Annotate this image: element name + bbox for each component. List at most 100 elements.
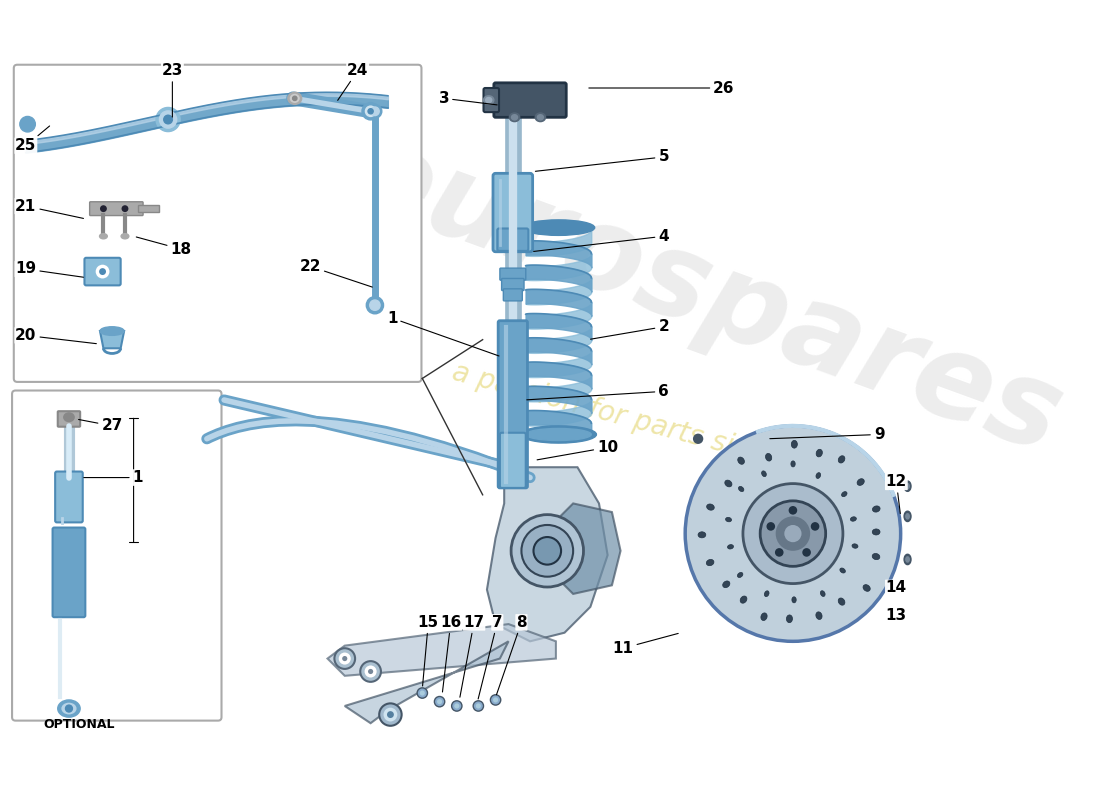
Ellipse shape (526, 429, 591, 441)
FancyBboxPatch shape (14, 65, 421, 382)
Ellipse shape (737, 573, 742, 578)
Ellipse shape (64, 413, 74, 422)
Text: 1: 1 (84, 470, 143, 485)
FancyBboxPatch shape (499, 268, 526, 280)
Circle shape (384, 708, 397, 722)
Ellipse shape (57, 700, 80, 717)
Ellipse shape (156, 107, 180, 131)
Text: 19: 19 (15, 262, 84, 278)
Ellipse shape (371, 107, 380, 115)
Ellipse shape (766, 454, 772, 461)
Ellipse shape (164, 115, 173, 124)
Circle shape (693, 434, 703, 444)
Ellipse shape (725, 480, 732, 487)
Text: a passion for parts since 1985: a passion for parts since 1985 (449, 358, 861, 494)
FancyBboxPatch shape (12, 390, 221, 721)
Ellipse shape (520, 426, 596, 443)
Text: 14: 14 (886, 580, 906, 595)
Circle shape (473, 701, 484, 711)
Ellipse shape (905, 484, 910, 489)
Ellipse shape (293, 96, 297, 101)
FancyBboxPatch shape (85, 258, 121, 286)
FancyBboxPatch shape (497, 229, 528, 251)
Ellipse shape (536, 113, 546, 122)
Ellipse shape (20, 117, 35, 132)
Ellipse shape (872, 554, 880, 560)
Circle shape (521, 525, 573, 577)
Circle shape (742, 484, 843, 583)
Circle shape (512, 514, 583, 587)
Circle shape (434, 697, 444, 707)
Circle shape (417, 688, 428, 698)
Ellipse shape (290, 94, 299, 102)
Ellipse shape (838, 456, 845, 463)
Ellipse shape (738, 486, 744, 491)
Ellipse shape (792, 597, 796, 603)
Ellipse shape (486, 98, 492, 102)
Text: 25: 25 (15, 126, 50, 154)
FancyBboxPatch shape (494, 83, 566, 118)
Circle shape (491, 694, 501, 705)
Ellipse shape (706, 504, 714, 510)
Ellipse shape (740, 596, 747, 603)
Polygon shape (735, 484, 802, 583)
Text: 8: 8 (496, 615, 527, 694)
Polygon shape (487, 467, 607, 642)
Ellipse shape (362, 102, 380, 120)
Ellipse shape (904, 554, 911, 565)
Text: 13: 13 (886, 608, 906, 623)
Text: 17: 17 (460, 615, 485, 698)
FancyBboxPatch shape (89, 202, 143, 215)
Text: eurospares: eurospares (337, 115, 1077, 478)
Ellipse shape (838, 598, 845, 605)
Polygon shape (328, 624, 556, 676)
Circle shape (334, 648, 355, 669)
Ellipse shape (100, 326, 124, 335)
FancyBboxPatch shape (484, 88, 499, 112)
FancyBboxPatch shape (498, 321, 528, 488)
Ellipse shape (727, 545, 734, 549)
Text: 20: 20 (15, 328, 97, 344)
Ellipse shape (904, 511, 911, 522)
Text: 2: 2 (591, 319, 669, 339)
Ellipse shape (738, 457, 745, 464)
Text: OPTIONAL: OPTIONAL (43, 718, 114, 730)
Ellipse shape (872, 529, 880, 535)
Ellipse shape (816, 450, 823, 457)
Circle shape (342, 656, 348, 661)
Circle shape (534, 537, 561, 565)
Text: 15: 15 (418, 615, 439, 686)
Circle shape (339, 653, 351, 665)
Circle shape (96, 265, 110, 278)
Ellipse shape (761, 613, 767, 621)
Ellipse shape (522, 220, 595, 235)
Circle shape (361, 661, 381, 682)
Ellipse shape (121, 234, 129, 239)
Ellipse shape (816, 612, 822, 619)
Text: 3: 3 (439, 91, 497, 106)
Text: 12: 12 (886, 474, 907, 514)
FancyBboxPatch shape (53, 527, 86, 617)
FancyBboxPatch shape (57, 411, 80, 426)
Text: 1: 1 (387, 310, 499, 356)
FancyBboxPatch shape (499, 433, 526, 488)
Ellipse shape (368, 104, 382, 118)
Circle shape (420, 690, 425, 696)
Ellipse shape (840, 568, 846, 573)
Circle shape (802, 548, 811, 557)
Text: 27: 27 (78, 418, 123, 434)
Ellipse shape (905, 514, 910, 519)
Circle shape (789, 506, 797, 514)
Text: 5: 5 (536, 150, 669, 171)
Polygon shape (560, 503, 620, 594)
Ellipse shape (850, 517, 857, 522)
Circle shape (454, 703, 460, 709)
Circle shape (387, 711, 394, 718)
Text: 24: 24 (338, 63, 368, 100)
Text: 26: 26 (588, 81, 735, 95)
Circle shape (776, 516, 811, 551)
FancyBboxPatch shape (502, 278, 524, 290)
Ellipse shape (821, 590, 825, 597)
Ellipse shape (706, 559, 714, 566)
Text: 18: 18 (136, 237, 191, 257)
